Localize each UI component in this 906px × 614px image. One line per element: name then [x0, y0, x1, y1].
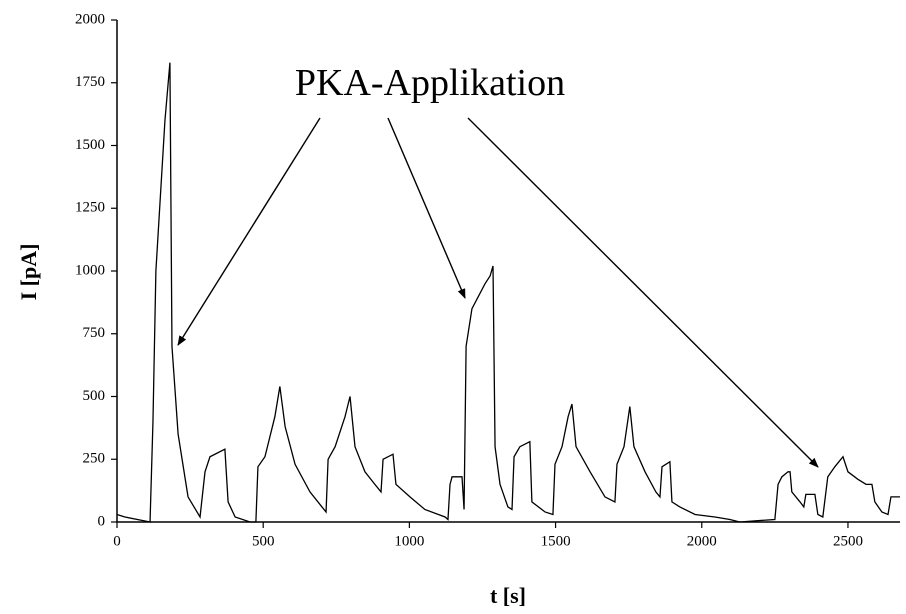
- x-tick-label: 2000: [687, 533, 717, 549]
- x-tick-label: 1500: [541, 533, 571, 549]
- annotation: PKA-Applikation: [295, 62, 565, 104]
- y-tick-label: 1500: [75, 137, 105, 153]
- annotation-arrows: [177, 117, 819, 468]
- x-axis-label: t [s]: [490, 583, 526, 608]
- y-axis-label: I [pA]: [16, 244, 41, 301]
- y-tick-label: 750: [83, 325, 106, 341]
- x-tick-label: 2500: [833, 533, 863, 549]
- y-tick-label: 0: [98, 513, 106, 529]
- y-tick-label: 1750: [75, 74, 105, 90]
- y-tick-label: 500: [83, 388, 106, 404]
- y-tick-label: 1250: [75, 200, 105, 216]
- y-tick-label: 2000: [75, 11, 105, 27]
- x-tick-label: 500: [252, 533, 275, 549]
- current-trace: [116, 62, 900, 523]
- y-tick-label: 250: [83, 451, 106, 467]
- x-tick-label: 1000: [394, 533, 424, 549]
- x-tick-label: 0: [113, 533, 121, 549]
- y-tick-label: 1000: [75, 262, 105, 278]
